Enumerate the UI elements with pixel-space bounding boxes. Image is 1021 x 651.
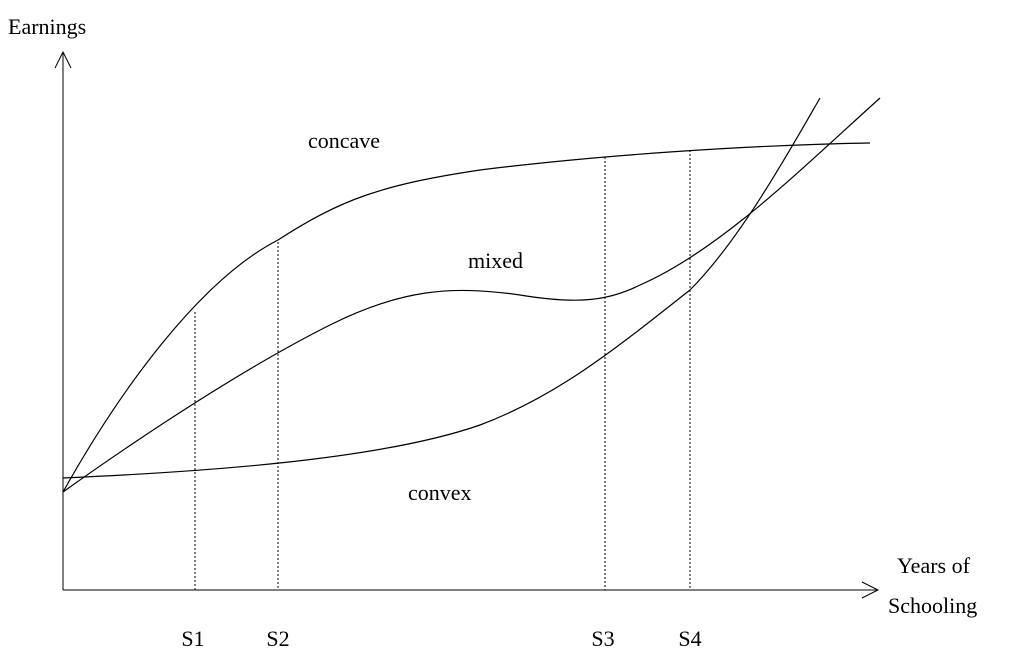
- curve-label: concave: [308, 128, 380, 153]
- x-axis: [63, 581, 880, 599]
- marker-label: S3: [591, 626, 614, 651]
- curve-label: mixed: [468, 248, 523, 273]
- convex-curve: [62, 97, 821, 479]
- marker-label: S1: [181, 626, 204, 651]
- y-axis-label: Earnings: [8, 14, 86, 39]
- x-axis-label: Schooling: [888, 593, 977, 618]
- marker-label: S4: [678, 626, 701, 651]
- y-axis: [54, 50, 72, 590]
- x-axis-label: Years of: [897, 553, 971, 578]
- concave-curve: [62, 142, 871, 493]
- mixed-curve: [62, 97, 881, 493]
- curve-label: convex: [408, 480, 472, 505]
- marker-label: S2: [266, 626, 289, 651]
